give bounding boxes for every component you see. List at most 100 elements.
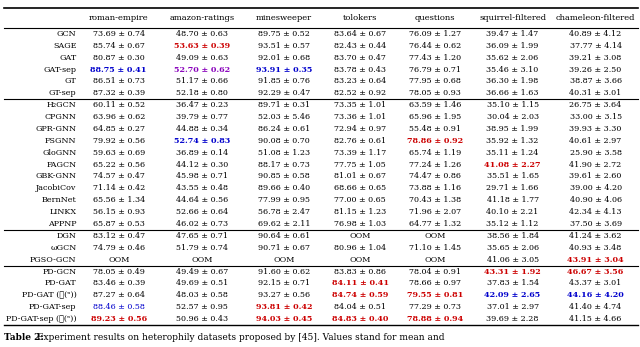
- Text: 78.66 ± 0.97: 78.66 ± 0.97: [409, 279, 461, 287]
- Text: GPR-GNN: GPR-GNN: [35, 125, 76, 133]
- Text: 82.43 ± 0.44: 82.43 ± 0.44: [334, 42, 387, 50]
- Text: 93.91 ± 0.35: 93.91 ± 0.35: [256, 66, 312, 74]
- Text: PD-GAT-sep (ℛ(ᵊ)): PD-GAT-sep (ℛ(ᵊ)): [6, 315, 76, 323]
- Text: 44.88 ± 0.34: 44.88 ± 0.34: [176, 125, 228, 133]
- Text: 49.69 ± 0.51: 49.69 ± 0.51: [176, 279, 228, 287]
- Text: 88.46 ± 0.58: 88.46 ± 0.58: [93, 303, 145, 311]
- Text: 69.62 ± 2.11: 69.62 ± 2.11: [258, 220, 310, 228]
- Text: 90.71 ± 0.67: 90.71 ± 0.67: [258, 244, 310, 252]
- Text: 77.24 ± 1.26: 77.24 ± 1.26: [408, 161, 461, 169]
- Text: 89.66 ± 0.40: 89.66 ± 0.40: [258, 184, 310, 192]
- Text: 52.57 ± 0.95: 52.57 ± 0.95: [176, 303, 228, 311]
- Text: 39.69 ± 2.28: 39.69 ± 2.28: [486, 315, 539, 323]
- Text: 64.77 ± 1.32: 64.77 ± 1.32: [408, 220, 461, 228]
- Text: 91.85 ± 0.76: 91.85 ± 0.76: [258, 77, 310, 85]
- Text: 65.87 ± 0.53: 65.87 ± 0.53: [93, 220, 145, 228]
- Text: 56.15 ± 0.93: 56.15 ± 0.93: [93, 208, 145, 216]
- Text: 41.90 ± 2.72: 41.90 ± 2.72: [570, 161, 621, 169]
- Text: chameleon-filtered: chameleon-filtered: [556, 14, 636, 22]
- Text: H₂GCN: H₂GCN: [47, 101, 76, 109]
- Text: 41.15 ± 4.66: 41.15 ± 4.66: [570, 315, 622, 323]
- Text: LINKX: LINKX: [49, 208, 76, 216]
- Text: 35.51 ± 1.65: 35.51 ± 1.65: [486, 172, 539, 180]
- Text: 47.65 ± 0.71: 47.65 ± 0.71: [176, 232, 228, 240]
- Text: 50.96 ± 0.43: 50.96 ± 0.43: [176, 315, 228, 323]
- Text: 33.00 ± 3.15: 33.00 ± 3.15: [570, 113, 621, 121]
- Text: 78.88 ± 0.94: 78.88 ± 0.94: [406, 315, 463, 323]
- Text: FAGCN: FAGCN: [46, 161, 76, 169]
- Text: 48.70 ± 0.63: 48.70 ± 0.63: [176, 30, 228, 38]
- Text: 71.10 ± 1.45: 71.10 ± 1.45: [409, 244, 461, 252]
- Text: 52.18 ± 0.80: 52.18 ± 0.80: [176, 89, 228, 98]
- Text: 36.09 ± 1.99: 36.09 ± 1.99: [486, 42, 539, 50]
- Text: 36.47 ± 0.23: 36.47 ± 0.23: [176, 101, 228, 109]
- Text: 51.08 ± 1.23: 51.08 ± 1.23: [258, 149, 310, 157]
- Text: SAGE: SAGE: [53, 42, 76, 50]
- Text: roman-empire: roman-empire: [89, 14, 148, 22]
- Text: 52.66 ± 0.64: 52.66 ± 0.64: [176, 208, 228, 216]
- Text: 70.43 ± 1.38: 70.43 ± 1.38: [409, 196, 461, 204]
- Text: 77.00 ± 0.65: 77.00 ± 0.65: [335, 196, 386, 204]
- Text: 46.02 ± 0.73: 46.02 ± 0.73: [176, 220, 228, 228]
- Text: Experiment results on heterophily datasets proposed by [45]. Values stand for me: Experiment results on heterophily datase…: [34, 333, 445, 342]
- Text: 77.99 ± 0.95: 77.99 ± 0.95: [258, 196, 310, 204]
- Text: 84.11 ± 0.41: 84.11 ± 0.41: [332, 279, 389, 287]
- Text: 40.61 ± 2.97: 40.61 ± 2.97: [570, 137, 621, 145]
- Text: OOM: OOM: [273, 256, 295, 264]
- Text: 40.89 ± 4.12: 40.89 ± 4.12: [570, 30, 621, 38]
- Text: 39.61 ± 2.60: 39.61 ± 2.60: [570, 172, 622, 180]
- Text: 92.15 ± 0.71: 92.15 ± 0.71: [258, 279, 310, 287]
- Text: 63.96 ± 0.62: 63.96 ± 0.62: [93, 113, 145, 121]
- Text: OOM: OOM: [424, 232, 445, 240]
- Text: 73.69 ± 0.74: 73.69 ± 0.74: [93, 30, 145, 38]
- Text: 52.74 ± 0.83: 52.74 ± 0.83: [174, 137, 230, 145]
- Text: 82.52 ± 0.92: 82.52 ± 0.92: [334, 89, 387, 98]
- Text: 41.18 ± 1.77: 41.18 ± 1.77: [486, 196, 539, 204]
- Text: 25.90 ± 3.58: 25.90 ± 3.58: [570, 149, 621, 157]
- Text: 78.05 ± 0.93: 78.05 ± 0.93: [409, 89, 461, 98]
- Text: 43.55 ± 0.48: 43.55 ± 0.48: [176, 184, 228, 192]
- Text: JacobiCov: JacobiCov: [36, 184, 76, 192]
- Text: 40.93 ± 3.48: 40.93 ± 3.48: [570, 244, 621, 252]
- Text: 77.95 ± 0.68: 77.95 ± 0.68: [409, 77, 461, 85]
- Text: 36.66 ± 1.63: 36.66 ± 1.63: [486, 89, 539, 98]
- Text: 86.24 ± 0.61: 86.24 ± 0.61: [258, 125, 310, 133]
- Text: 36.30 ± 1.98: 36.30 ± 1.98: [486, 77, 539, 85]
- Text: PD-GCN: PD-GCN: [42, 268, 76, 276]
- Text: 80.96 ± 1.04: 80.96 ± 1.04: [334, 244, 387, 252]
- Text: 87.32 ± 0.39: 87.32 ± 0.39: [93, 89, 145, 98]
- Text: GAT-sep: GAT-sep: [44, 66, 76, 74]
- Text: 87.27 ± 0.64: 87.27 ± 0.64: [93, 291, 145, 299]
- Text: 35.11 ± 1.24: 35.11 ± 1.24: [486, 149, 539, 157]
- Text: 26.75 ± 3.64: 26.75 ± 3.64: [570, 101, 621, 109]
- Text: 77.75 ± 1.05: 77.75 ± 1.05: [335, 161, 386, 169]
- Text: 40.31 ± 3.01: 40.31 ± 3.01: [570, 89, 621, 98]
- Text: 86.51 ± 0.73: 86.51 ± 0.73: [93, 77, 145, 85]
- Text: PD-GAT-sep: PD-GAT-sep: [29, 303, 76, 311]
- Text: 88.75 ± 0.41: 88.75 ± 0.41: [90, 66, 147, 74]
- Text: 76.79 ± 0.71: 76.79 ± 0.71: [409, 66, 461, 74]
- Text: 39.26 ± 2.50: 39.26 ± 2.50: [570, 66, 621, 74]
- Text: 38.56 ± 1.84: 38.56 ± 1.84: [486, 232, 539, 240]
- Text: 79.92 ± 0.56: 79.92 ± 0.56: [93, 137, 145, 145]
- Text: 83.12 ± 0.47: 83.12 ± 0.47: [93, 232, 145, 240]
- Text: 35.12 ± 1.12: 35.12 ± 1.12: [486, 220, 539, 228]
- Text: 73.88 ± 1.16: 73.88 ± 1.16: [409, 184, 461, 192]
- Text: 68.66 ± 0.65: 68.66 ± 0.65: [334, 184, 387, 192]
- Text: 73.39 ± 1.17: 73.39 ± 1.17: [334, 149, 387, 157]
- Text: 65.74 ± 1.19: 65.74 ± 1.19: [408, 149, 461, 157]
- Text: 89.75 ± 0.52: 89.75 ± 0.52: [258, 30, 310, 38]
- Text: 48.03 ± 0.58: 48.03 ± 0.58: [176, 291, 228, 299]
- Text: 35.46 ± 3.10: 35.46 ± 3.10: [486, 66, 539, 74]
- Text: 93.81 ± 0.42: 93.81 ± 0.42: [256, 303, 312, 311]
- Text: 44.16 ± 4.20: 44.16 ± 4.20: [567, 291, 624, 299]
- Text: PD-GAT: PD-GAT: [45, 279, 76, 287]
- Text: 74.47 ± 0.86: 74.47 ± 0.86: [409, 172, 461, 180]
- Text: GT: GT: [65, 77, 76, 85]
- Text: 80.87 ± 0.30: 80.87 ± 0.30: [93, 54, 145, 62]
- Text: PD-GAT (ℛ(ᵊ)): PD-GAT (ℛ(ᵊ)): [22, 291, 76, 299]
- Text: squirrel-filtered: squirrel-filtered: [479, 14, 546, 22]
- Text: 77.43 ± 1.20: 77.43 ± 1.20: [409, 54, 461, 62]
- Text: 71.14 ± 0.42: 71.14 ± 0.42: [93, 184, 145, 192]
- Text: 35.92 ± 1.32: 35.92 ± 1.32: [486, 137, 539, 145]
